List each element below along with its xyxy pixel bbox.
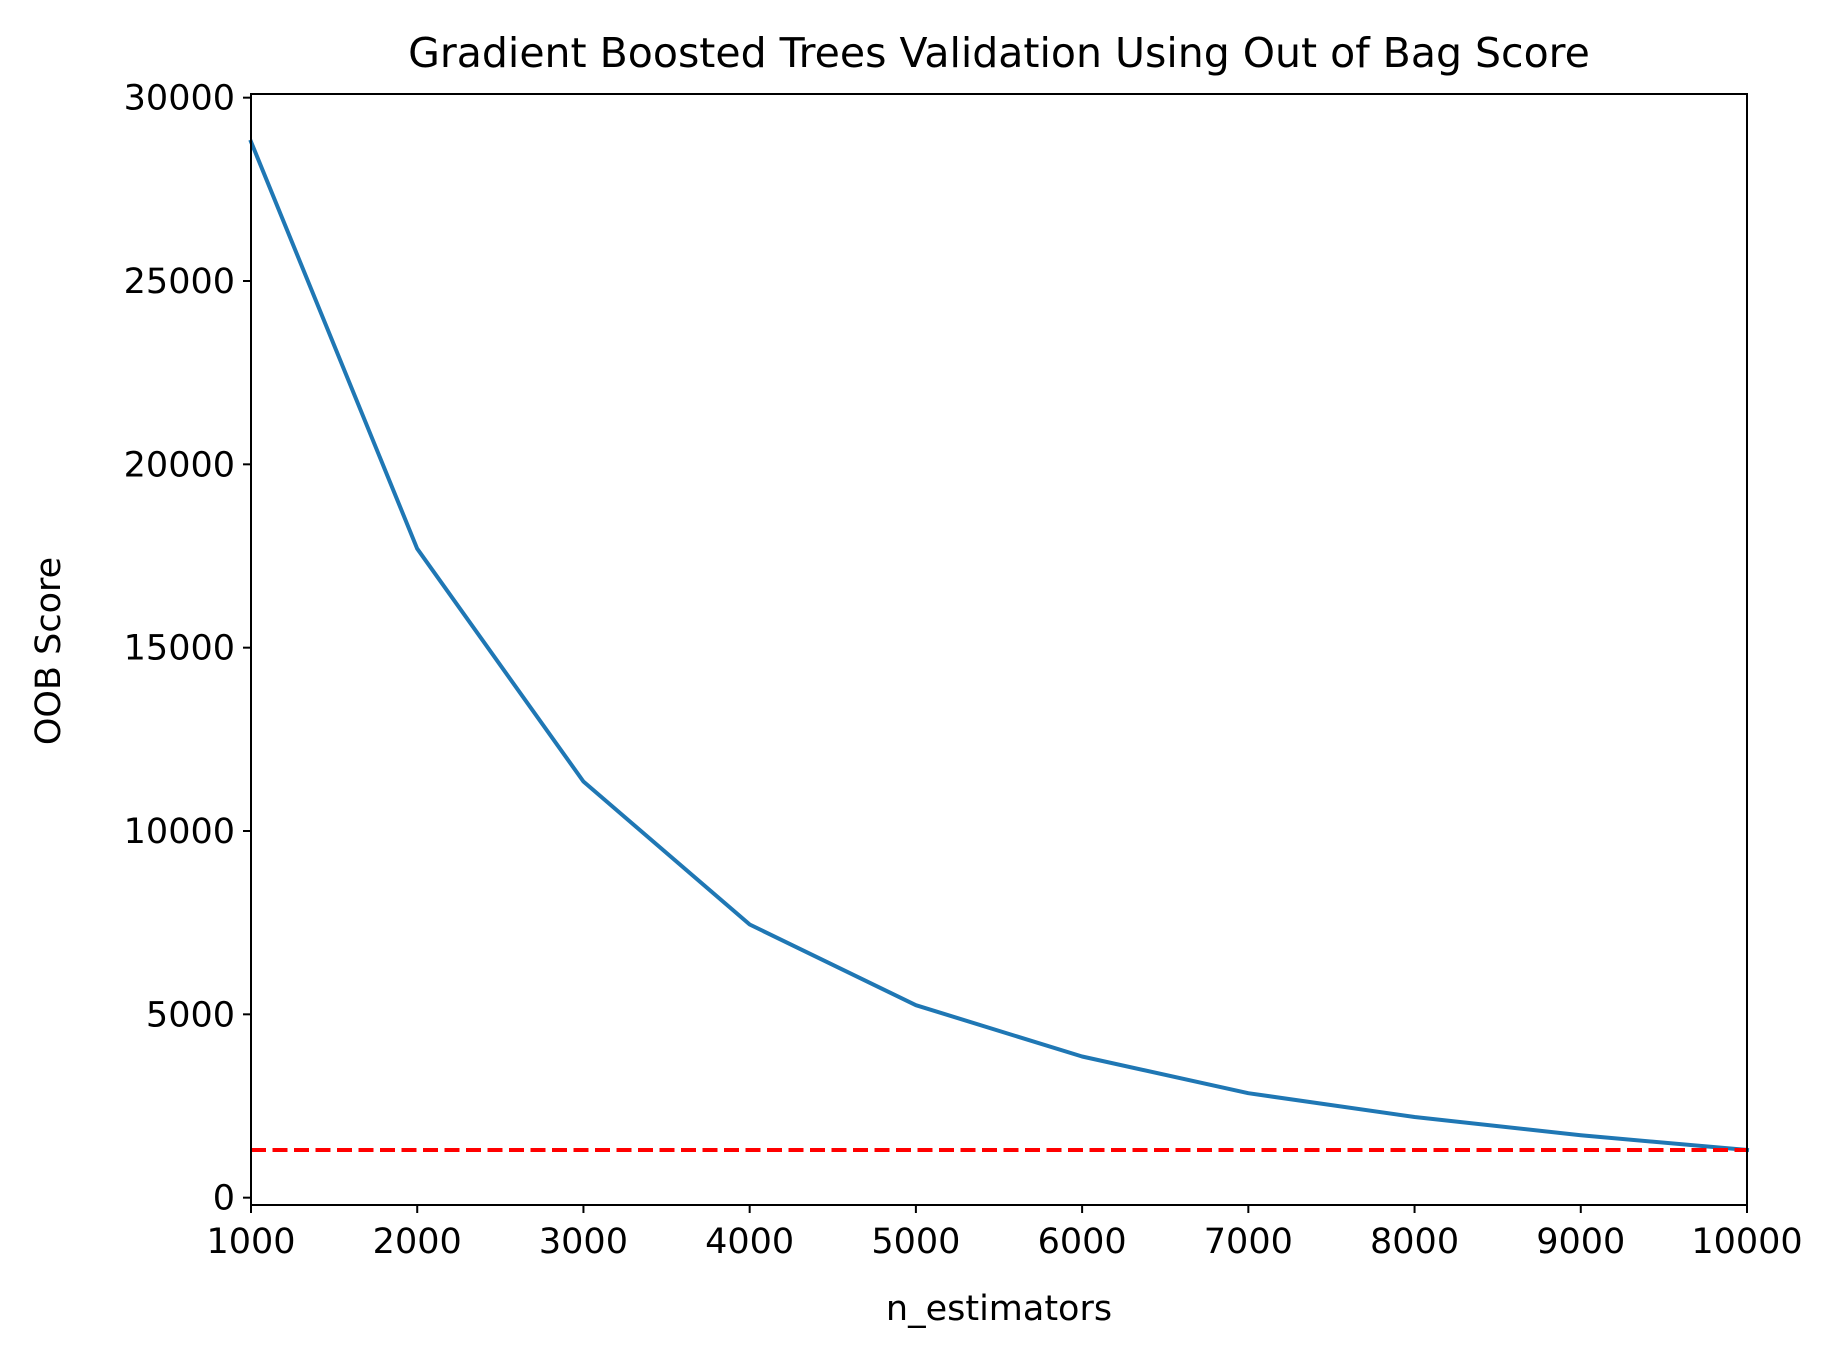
y-tick-label: 25000	[124, 262, 235, 302]
y-tick-label: 5000	[146, 995, 235, 1035]
chart-title: Gradient Boosted Trees Validation Using …	[408, 29, 1590, 77]
x-tick-label: 5000	[871, 1222, 960, 1262]
x-tick-label: 4000	[705, 1222, 794, 1262]
x-tick-label: 3000	[539, 1222, 628, 1262]
series-line-0	[248, 139, 1750, 1153]
x-tick-label: 6000	[1038, 1222, 1127, 1262]
y-tick-label: 10000	[124, 812, 235, 852]
x-tick-label: 2000	[373, 1222, 462, 1262]
x-axis-label: n_estimators	[886, 1289, 1112, 1329]
y-tick-label: 15000	[124, 629, 235, 669]
x-tick-label: 8000	[1370, 1222, 1459, 1262]
y-tick-label: 20000	[124, 445, 235, 485]
x-tick-label: 10000	[1691, 1222, 1802, 1262]
x-tick-label: 1000	[206, 1222, 295, 1262]
y-tick-label: 30000	[124, 79, 235, 119]
axes-frame	[250, 93, 1748, 1206]
x-tick-label: 7000	[1204, 1222, 1293, 1262]
x-tick-label: 9000	[1536, 1222, 1625, 1262]
y-tick-label: 0	[213, 1179, 235, 1219]
y-axis-label: OOB Score	[29, 557, 69, 745]
plot-area: 1000 2000 3000 4000 5000 6000 7000 8000 9000 1000…	[124, 79, 1803, 1262]
